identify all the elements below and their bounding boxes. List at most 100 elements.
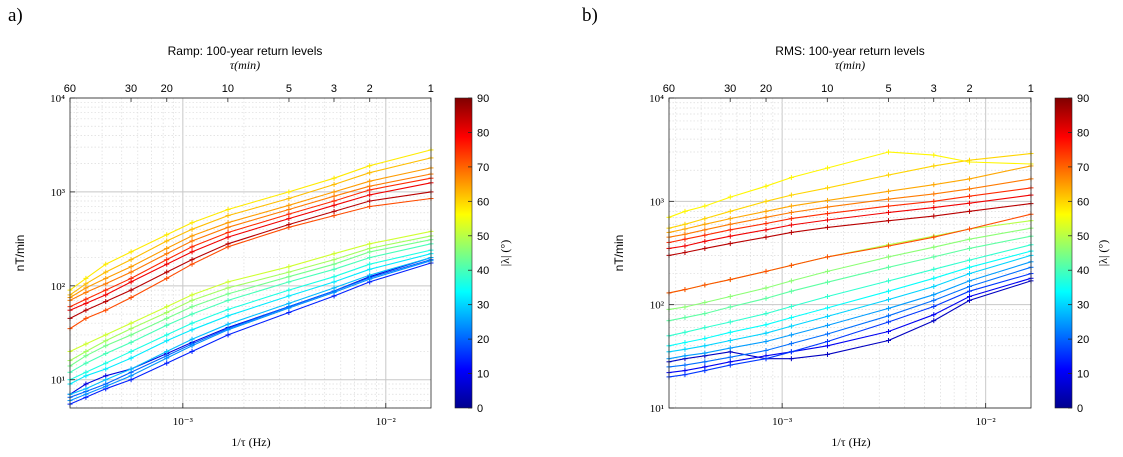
top-tick-label: 60 xyxy=(663,83,675,95)
data-point xyxy=(885,313,891,319)
data-point xyxy=(367,187,373,193)
bottom-tick-label: 10⁻² xyxy=(376,416,397,428)
y-ticks-a: 10¹ 10² 10³ 10⁴ xyxy=(50,93,75,387)
data-point xyxy=(286,269,292,275)
data-point xyxy=(824,343,830,349)
bottom-tick-label: 10⁻³ xyxy=(173,416,194,428)
colorbar-tick-label: 0 xyxy=(1077,403,1083,415)
colorbar-tick-label: 50 xyxy=(477,231,489,243)
data-point xyxy=(83,275,89,281)
data-point xyxy=(763,322,769,328)
colorbar-ticks-b: 0 10 20 30 40 50 60 70 80 90 xyxy=(1068,93,1089,415)
data-point xyxy=(164,275,170,281)
data-point xyxy=(331,198,337,204)
data-point xyxy=(727,354,733,360)
data-point xyxy=(367,272,373,278)
data-point xyxy=(225,321,231,327)
y-axis-label-a: nT/min xyxy=(13,235,27,272)
top-tick-label: 20 xyxy=(161,83,173,95)
data-point xyxy=(788,175,794,181)
data-point xyxy=(727,216,733,222)
data-point xyxy=(788,192,794,198)
data-point xyxy=(727,362,733,368)
data-point xyxy=(331,202,337,208)
data-point xyxy=(164,257,170,263)
y-ticks-b: 10¹ 10² 10³ 10⁴ xyxy=(649,93,674,415)
data-point xyxy=(225,229,231,235)
data-point xyxy=(931,254,937,260)
data-point xyxy=(824,211,830,217)
data-point xyxy=(727,208,733,214)
data-point xyxy=(189,304,195,310)
data-point xyxy=(763,183,769,189)
data-point xyxy=(331,251,337,257)
top-ticks-b: 60 30 20 10 5 3 2 1 xyxy=(663,83,1034,102)
top-tick-label: 5 xyxy=(286,83,292,95)
data-point xyxy=(885,264,891,270)
data-point xyxy=(286,300,292,306)
data-point xyxy=(189,327,195,333)
data-point xyxy=(702,350,708,356)
data-point xyxy=(225,241,231,247)
chart-title-b: RMS: 100-year return levels xyxy=(775,44,924,58)
data-point xyxy=(702,368,708,374)
data-point xyxy=(189,297,195,303)
data-point xyxy=(286,309,292,315)
data-point xyxy=(367,255,373,261)
data-point xyxy=(824,217,830,223)
data-point xyxy=(103,281,109,287)
data-point xyxy=(189,249,195,255)
data-point xyxy=(286,189,292,195)
data-point xyxy=(967,257,973,263)
data-point xyxy=(824,185,830,191)
top-tick-label: 30 xyxy=(724,83,736,95)
data-point xyxy=(763,227,769,233)
data-point xyxy=(682,236,688,242)
data-point xyxy=(931,152,937,158)
data-point xyxy=(702,359,708,365)
colorbar-a xyxy=(454,97,473,409)
data-point xyxy=(83,353,89,359)
data-point xyxy=(103,332,109,338)
data-point xyxy=(128,269,134,275)
data-point xyxy=(128,320,134,326)
data-point xyxy=(225,279,231,285)
bottom-ticks-a: 10⁻³ 10⁻² xyxy=(173,403,397,428)
data-point xyxy=(788,278,794,284)
data-point xyxy=(885,254,891,260)
data-point xyxy=(967,245,973,251)
data-point xyxy=(189,233,195,239)
data-point xyxy=(367,245,373,251)
colorbar-tick-label: 30 xyxy=(477,300,489,312)
colorbar-tick-label: 80 xyxy=(1077,127,1089,139)
data-point xyxy=(189,238,195,244)
data-point xyxy=(164,322,170,328)
top-tick-label: 60 xyxy=(64,83,76,95)
data-point xyxy=(225,297,231,303)
data-point xyxy=(367,261,373,267)
data-point xyxy=(164,245,170,251)
colorbar-tick-label: 80 xyxy=(477,127,489,139)
data-point xyxy=(225,213,231,219)
plot-frame-b xyxy=(668,97,1032,409)
data-point xyxy=(885,172,891,178)
colorbar-ticks-a: 0 10 20 30 40 50 60 70 80 90 xyxy=(468,93,489,415)
data-point xyxy=(682,226,688,232)
data-point xyxy=(103,366,109,372)
data-point xyxy=(763,311,769,317)
data-point xyxy=(967,293,973,299)
data-point xyxy=(103,383,109,389)
data-point xyxy=(727,329,733,335)
data-point xyxy=(931,191,937,197)
colorbar-label-a: |λ| (°) xyxy=(498,240,512,266)
data-point xyxy=(83,296,89,302)
data-point xyxy=(967,157,973,163)
data-point xyxy=(702,282,708,288)
data-point xyxy=(164,309,170,315)
data-point xyxy=(682,231,688,237)
data-point xyxy=(931,275,937,281)
data-point xyxy=(164,261,170,267)
data-point xyxy=(824,268,830,274)
data-point xyxy=(702,336,708,342)
